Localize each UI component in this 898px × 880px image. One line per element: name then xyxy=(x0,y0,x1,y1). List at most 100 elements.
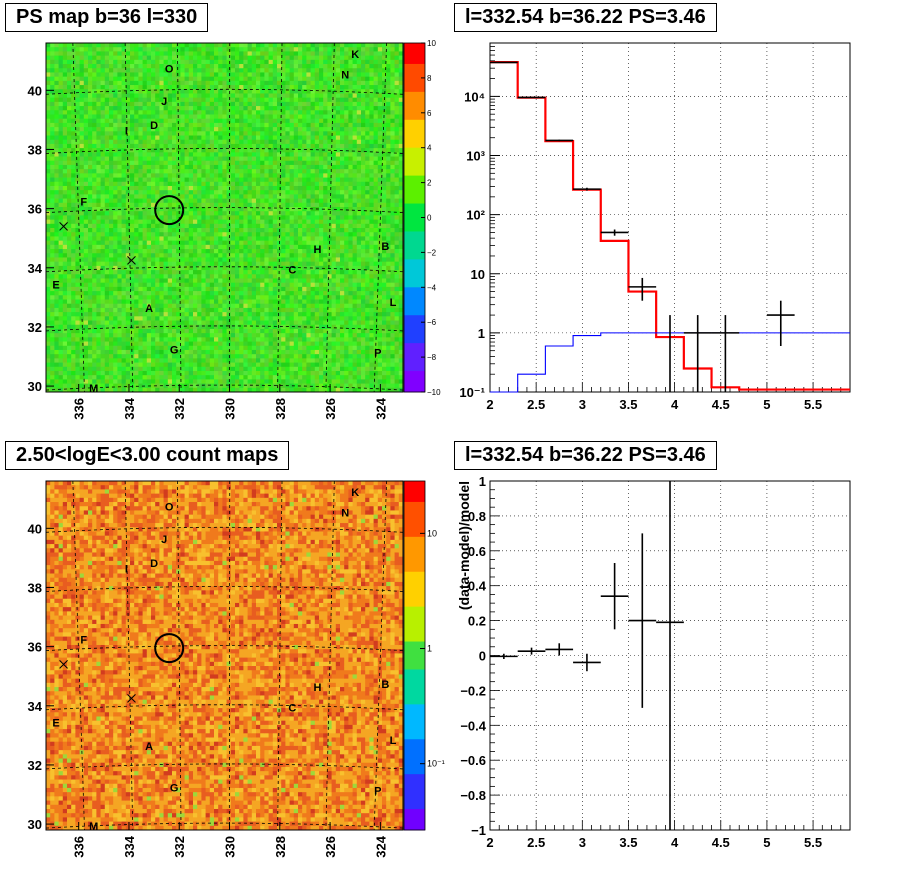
x-tick-label: 3.5 xyxy=(619,835,637,850)
map-label: C xyxy=(288,703,296,715)
x-tick-label: 2.5 xyxy=(527,397,545,412)
x-tick-label: 5 xyxy=(763,835,770,850)
x-tick-label: 328 xyxy=(273,836,288,858)
y-axis-label: (data-model)/model xyxy=(456,481,472,610)
y-tick-label: 1 xyxy=(478,326,485,341)
map-label: H xyxy=(314,682,322,694)
x-tick-label: 5.5 xyxy=(804,397,822,412)
y-tick-label: 10⁻¹ xyxy=(459,385,485,400)
y-tick-label: 38 xyxy=(28,142,42,157)
map-label: J xyxy=(161,534,167,546)
colorbar-tick-label: 6 xyxy=(427,109,432,118)
y-tick-label: 34 xyxy=(28,261,43,276)
map-label: P xyxy=(374,348,381,360)
y-tick-label: −0.6 xyxy=(460,753,486,768)
x-tick-label: 334 xyxy=(122,835,137,857)
map-label: O xyxy=(165,502,174,514)
map-label: F xyxy=(80,197,87,209)
residual-title: l=332.54 b=36.22 PS=3.46 xyxy=(454,441,717,470)
x-tick-label: 3 xyxy=(579,397,586,412)
y-tick-label: 10² xyxy=(466,208,485,223)
map-label: N xyxy=(341,507,349,519)
y-tick-label: −0.8 xyxy=(460,788,486,803)
x-tick-label: 326 xyxy=(323,398,338,420)
y-tick-label: −1 xyxy=(471,823,486,838)
x-tick-label: 328 xyxy=(273,398,288,420)
y-tick-label: 36 xyxy=(28,202,42,217)
x-tick-label: 336 xyxy=(72,836,87,858)
x-tick-label: 324 xyxy=(373,397,388,419)
map-label: L xyxy=(390,735,397,747)
ps-map-title: PS map b=36 l=330 xyxy=(5,3,208,32)
x-tick-label: 4.5 xyxy=(712,835,730,850)
y-tick-label: 0.2 xyxy=(468,614,486,629)
y-tick-label: −0.4 xyxy=(460,718,486,733)
y-tick-label: 1 xyxy=(479,474,486,489)
map-label: D xyxy=(150,558,158,570)
map-label: M xyxy=(89,383,98,395)
x-tick-label: 5 xyxy=(763,397,770,412)
map-label: A xyxy=(145,303,153,315)
x-tick-label: 2 xyxy=(486,835,493,850)
map-label: E xyxy=(52,279,59,291)
heatmap-cells xyxy=(46,43,403,392)
map-label: G xyxy=(170,345,179,357)
x-tick-label: 3.5 xyxy=(619,397,637,412)
map-label: B xyxy=(381,241,389,253)
y-tick-label: 30 xyxy=(28,379,42,394)
map-label: M xyxy=(89,821,98,833)
y-tick-label: 10³ xyxy=(466,149,485,164)
colorbar-tick-label: 10⁻¹ xyxy=(427,759,445,769)
x-tick-label: 3 xyxy=(579,835,586,850)
colorbar-tick-label: 2 xyxy=(427,179,432,188)
map-label: N xyxy=(341,69,349,81)
map-label: C xyxy=(288,265,296,277)
colorbar-tick-label: 1 xyxy=(427,644,432,654)
colorbar-tick-label: 10 xyxy=(427,39,436,48)
map-label: H xyxy=(314,244,322,256)
x-tick-label: 4.5 xyxy=(712,397,730,412)
x-tick-label: 336 xyxy=(72,398,87,420)
data-point xyxy=(518,97,546,98)
colorbar-tick-label: 8 xyxy=(427,74,432,83)
colorbar-tick-label: 4 xyxy=(427,144,432,153)
colorbar-tick-label: −8 xyxy=(427,353,437,362)
x-tick-label: 326 xyxy=(323,836,338,858)
map-label: L xyxy=(390,297,397,309)
x-tick-label: 330 xyxy=(223,398,238,420)
x-tick-label: 332 xyxy=(172,398,187,420)
x-tick-label: 334 xyxy=(122,397,137,419)
x-tick-label: 332 xyxy=(172,836,187,858)
y-tick-label: 36 xyxy=(28,640,42,655)
x-tick-label: 2.5 xyxy=(527,835,545,850)
map-label: F xyxy=(80,635,87,647)
map-label: I xyxy=(125,126,128,138)
map-label: A xyxy=(145,741,153,753)
x-tick-label: 330 xyxy=(223,836,238,858)
x-tick-label: 4 xyxy=(671,835,679,850)
map-label: P xyxy=(374,786,381,798)
map-label: B xyxy=(381,679,389,691)
y-tick-label: 0 xyxy=(479,649,486,664)
map-label: G xyxy=(170,783,179,795)
map-label: O xyxy=(165,64,174,76)
map-label: J xyxy=(161,96,167,108)
colorbar-tick-label: −4 xyxy=(427,283,437,292)
y-tick-label: 40 xyxy=(28,83,42,98)
x-tick-label: 5.5 xyxy=(804,835,822,850)
y-tick-label: 32 xyxy=(28,758,42,773)
map-label: D xyxy=(150,120,158,132)
heatmap-cells xyxy=(46,481,403,830)
count-map-title: 2.50<logE<3.00 count maps xyxy=(5,441,289,470)
map-label: K xyxy=(351,49,359,61)
map-label: K xyxy=(351,487,359,499)
y-tick-label: 38 xyxy=(28,580,42,595)
